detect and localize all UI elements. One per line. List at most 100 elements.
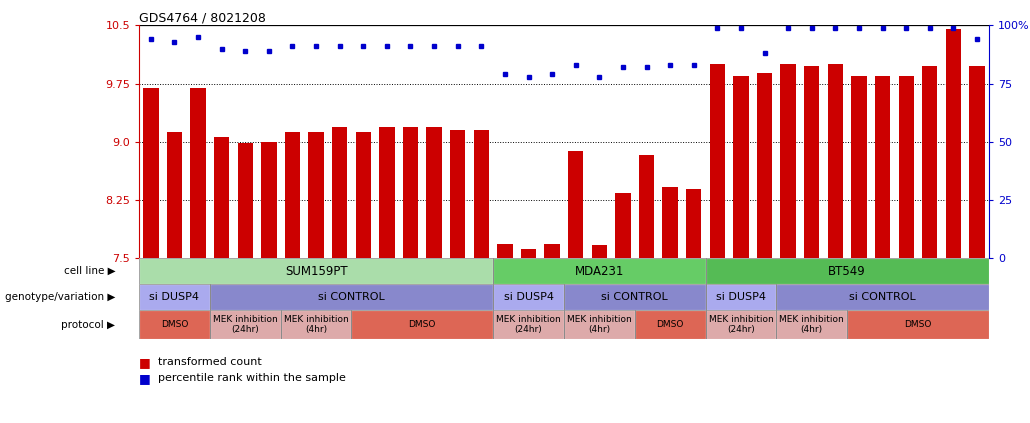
Text: ■: ■: [139, 356, 150, 368]
Text: percentile rank within the sample: percentile rank within the sample: [158, 373, 345, 383]
Bar: [493, 310, 564, 339]
Text: MDA231: MDA231: [575, 265, 624, 277]
Bar: [139, 284, 210, 310]
Bar: [828, 64, 843, 258]
Bar: [757, 74, 772, 258]
Bar: [262, 143, 276, 258]
Bar: [569, 151, 583, 258]
Bar: [426, 127, 442, 258]
Text: MEK inhibition
(24hr): MEK inhibition (24hr): [213, 315, 278, 334]
Bar: [564, 310, 634, 339]
Bar: [493, 284, 564, 310]
Bar: [686, 189, 701, 258]
Text: MEK inhibition
(4hr): MEK inhibition (4hr): [283, 315, 348, 334]
Bar: [852, 76, 866, 258]
Bar: [706, 310, 777, 339]
Bar: [710, 64, 725, 258]
Bar: [564, 310, 634, 339]
Text: DMSO: DMSO: [904, 320, 932, 329]
Bar: [804, 66, 820, 258]
Bar: [497, 244, 513, 258]
Text: BT549: BT549: [828, 265, 866, 277]
Bar: [706, 258, 989, 284]
Bar: [493, 284, 564, 310]
Bar: [777, 310, 847, 339]
Text: DMSO: DMSO: [656, 320, 684, 329]
Bar: [308, 132, 323, 258]
Bar: [238, 143, 253, 258]
Bar: [564, 284, 706, 310]
Bar: [493, 310, 564, 339]
Text: SUM159PT: SUM159PT: [284, 265, 347, 277]
Bar: [139, 310, 210, 339]
Text: si CONTROL: si CONTROL: [849, 292, 916, 302]
Bar: [639, 155, 654, 258]
Bar: [564, 284, 706, 310]
Bar: [847, 310, 989, 339]
Bar: [285, 132, 300, 258]
Bar: [351, 310, 493, 339]
Bar: [706, 284, 777, 310]
Text: cell line ▶: cell line ▶: [64, 266, 115, 276]
Bar: [191, 88, 206, 258]
Bar: [143, 88, 159, 258]
Bar: [493, 258, 706, 284]
Text: si CONTROL: si CONTROL: [602, 292, 668, 302]
Text: MEK inhibition
(24hr): MEK inhibition (24hr): [496, 315, 561, 334]
Text: si DUSP4: si DUSP4: [504, 292, 553, 302]
Bar: [615, 193, 630, 258]
Bar: [139, 310, 210, 339]
Bar: [280, 310, 351, 339]
Bar: [777, 284, 989, 310]
Text: si DUSP4: si DUSP4: [149, 292, 200, 302]
Bar: [493, 258, 706, 284]
Text: si DUSP4: si DUSP4: [716, 292, 766, 302]
Bar: [355, 132, 371, 258]
Bar: [403, 127, 418, 258]
Bar: [847, 310, 989, 339]
Bar: [874, 76, 890, 258]
Text: genotype/variation ▶: genotype/variation ▶: [5, 292, 115, 302]
Bar: [898, 76, 914, 258]
Text: MEK inhibition
(4hr): MEK inhibition (4hr): [780, 315, 845, 334]
Bar: [379, 127, 394, 258]
Bar: [210, 284, 493, 310]
Text: transformed count: transformed count: [158, 357, 262, 367]
Bar: [777, 310, 847, 339]
Text: MEK inhibition
(4hr): MEK inhibition (4hr): [566, 315, 631, 334]
Bar: [706, 284, 777, 310]
Bar: [922, 66, 937, 258]
Text: MEK inhibition
(24hr): MEK inhibition (24hr): [709, 315, 774, 334]
Bar: [662, 187, 678, 258]
Bar: [139, 284, 210, 310]
Text: DMSO: DMSO: [161, 320, 188, 329]
Bar: [706, 310, 777, 339]
Bar: [280, 310, 351, 339]
Bar: [214, 137, 230, 258]
Bar: [332, 127, 347, 258]
Bar: [733, 76, 749, 258]
Bar: [139, 258, 493, 284]
Bar: [946, 29, 961, 258]
Bar: [167, 132, 182, 258]
Bar: [210, 310, 280, 339]
Bar: [591, 245, 607, 258]
Bar: [351, 310, 493, 339]
Bar: [521, 249, 537, 258]
Text: ■: ■: [139, 372, 150, 385]
Bar: [474, 130, 489, 258]
Bar: [634, 310, 706, 339]
Text: GDS4764 / 8021208: GDS4764 / 8021208: [139, 11, 266, 24]
Bar: [706, 258, 989, 284]
Text: DMSO: DMSO: [409, 320, 436, 329]
Bar: [139, 258, 493, 284]
Bar: [777, 284, 989, 310]
Bar: [450, 130, 466, 258]
Bar: [210, 284, 493, 310]
Bar: [545, 244, 559, 258]
Bar: [210, 310, 280, 339]
Bar: [781, 64, 796, 258]
Text: protocol ▶: protocol ▶: [62, 320, 115, 330]
Bar: [634, 310, 706, 339]
Text: si CONTROL: si CONTROL: [318, 292, 385, 302]
